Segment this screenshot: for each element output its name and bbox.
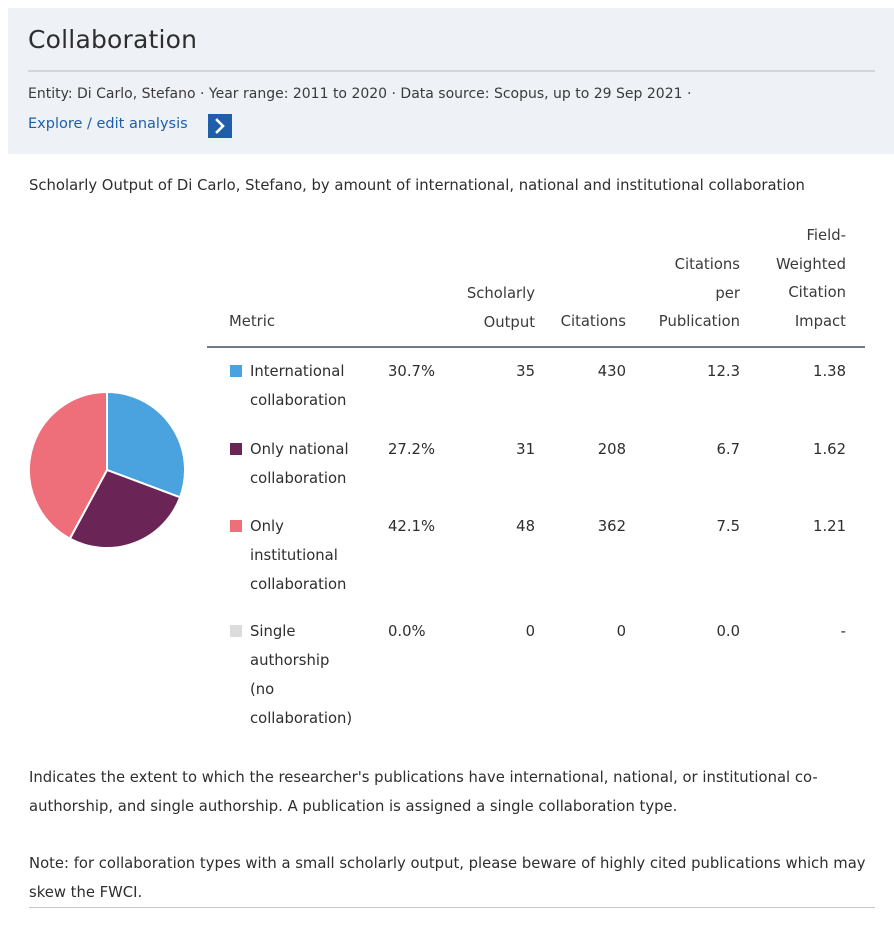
row-output-single-authorship: 0 (525, 623, 535, 640)
row-percent-national: 27.2% (388, 441, 436, 458)
row-cpp-international: 12.3 (707, 363, 740, 380)
row-output-international: 35 (516, 363, 535, 380)
metric-description: Indicates the extent to which the resear… (29, 769, 818, 815)
row-citations-national: 208 (597, 441, 626, 458)
row-fwci-single-authorship: - (840, 623, 846, 640)
row-output-national: 31 (516, 441, 535, 458)
row-citations-institutional: 362 (597, 518, 626, 535)
pie-slice-international-collaboration[interactable] (106, 390, 186, 499)
chart-subtitle: Scholarly Output of Di Carlo, Stefano, b… (29, 177, 805, 194)
header-metric: Metric (229, 313, 276, 330)
explore-edit-analysis-link[interactable]: Explore / edit analysis (28, 116, 188, 132)
collaboration-pie-chart (28, 390, 186, 549)
row-citations-single-authorship: 0 (616, 623, 626, 640)
row-fwci-institutional: 1.21 (813, 518, 846, 535)
header-citations: Citations (560, 313, 626, 330)
row-label-single-authorship: Single authorship (no collaboration) (250, 623, 353, 727)
row-cpp-institutional: 7.5 (716, 518, 740, 535)
legend-swatch-national (230, 443, 242, 455)
fwci-note: Note: for collaboration types with a sma… (29, 855, 866, 901)
row-fwci-national: 1.62 (813, 441, 846, 458)
row-percent-institutional: 42.1% (388, 518, 436, 535)
row-cpp-single-authorship: 0.0 (716, 623, 740, 640)
legend-swatch-institutional (230, 520, 242, 532)
row-percent-single-authorship: 0.0% (388, 623, 426, 640)
header-scholarly-output: Scholarly Output (466, 285, 535, 331)
analysis-meta: Entity: Di Carlo, Stefano · Year range: … (28, 86, 692, 102)
row-output-institutional: 48 (516, 518, 535, 535)
panel-title: Collaboration (28, 25, 198, 54)
row-cpp-national: 6.7 (716, 441, 740, 458)
row-percent-international: 30.7% (388, 363, 436, 380)
header-fwci: Field- Weighted Citation Impact (775, 227, 846, 330)
bottom-divider (29, 907, 875, 908)
panel-header: Collaboration Entity: Di Carlo, Stefano … (8, 8, 894, 154)
legend-swatch-international (230, 365, 242, 377)
title-divider (28, 70, 875, 72)
row-label-national: Only national collaboration (250, 441, 349, 487)
table-header-divider (207, 346, 865, 348)
explore-edit-analysis-button[interactable] (208, 114, 232, 138)
row-label-institutional: Only institutional collaboration (250, 518, 347, 593)
legend-swatch-single-authorship (230, 625, 242, 637)
pie-slice-only-institutional-collaboration[interactable] (28, 390, 108, 540)
row-label-international: International collaboration (250, 363, 347, 409)
header-citations-per-publication: Citations per Publication (658, 256, 740, 330)
row-fwci-international: 1.38 (813, 363, 846, 380)
row-citations-international: 430 (597, 363, 626, 380)
chevron-right-icon (215, 118, 225, 134)
